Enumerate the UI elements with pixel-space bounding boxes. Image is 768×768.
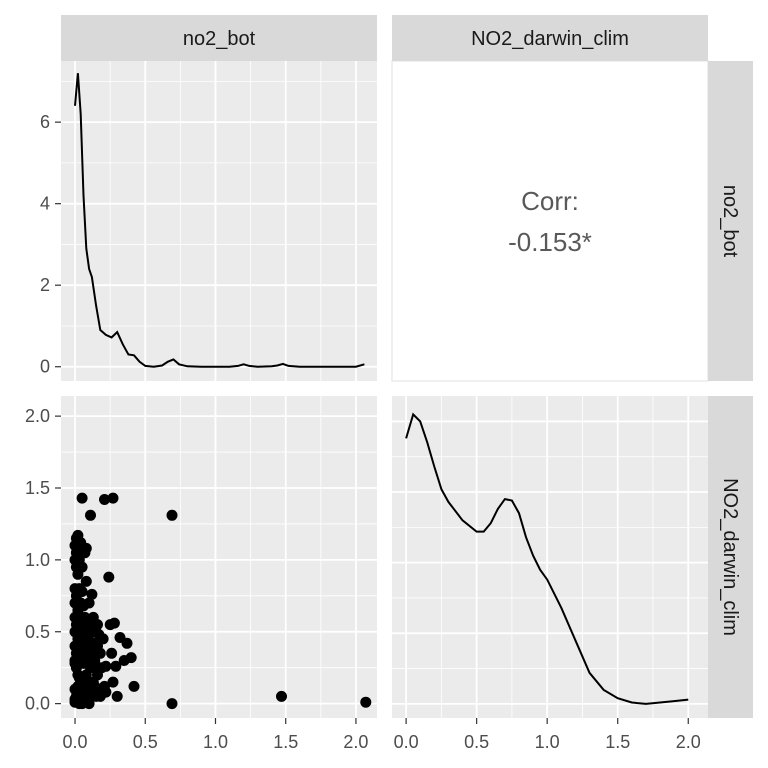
gridlines: [392, 396, 708, 718]
x-tick-label: 0.5: [464, 732, 489, 752]
scatter-point: [94, 647, 106, 659]
scatter-point: [99, 494, 110, 505]
scatter-point: [121, 637, 133, 649]
panel-background: [391, 60, 709, 382]
panel-background: [392, 396, 708, 718]
scatter-point: [111, 690, 123, 702]
scatter-point: [80, 575, 92, 587]
correlation-value: -0.153*: [508, 227, 592, 257]
panel-background: [61, 61, 377, 381]
scatter-point: [125, 652, 137, 664]
scatter-point: [100, 660, 112, 672]
scatter-point: [92, 619, 103, 631]
scatter-point: [128, 680, 140, 692]
strip-background: [708, 61, 753, 381]
x-axis-no2-darwin-clim: 0.0 0.5 1.0 1.5 2.0: [394, 718, 701, 752]
scatter-point: [85, 509, 96, 521]
strip-top-no2-darwin-clim: NO2_darwin_clim: [392, 15, 708, 61]
y-tick-label: 4: [40, 194, 50, 214]
y-tick-label: 0.0: [25, 694, 50, 714]
strip-right-no2-darwin-clim: NO2_darwin_clim: [708, 396, 753, 718]
x-tick-label: 2.0: [676, 732, 701, 752]
scatter-point: [107, 492, 119, 504]
x-tick-label: 1.5: [273, 732, 298, 752]
scatter-point: [83, 597, 95, 609]
strip-label: NO2_darwin_clim: [719, 478, 741, 636]
scatter-point: [276, 690, 287, 702]
strip-label: no2_bot: [719, 185, 741, 258]
scatter-point: [166, 509, 178, 521]
strip-background: [708, 396, 753, 718]
scatter-point: [100, 686, 112, 698]
scatter-point: [166, 698, 178, 710]
scatter-point: [86, 588, 98, 600]
y-tick-label: 2.0: [25, 406, 50, 426]
scatter-point: [76, 492, 88, 504]
scatter-point: [76, 698, 88, 710]
correlation-label: Corr:: [521, 186, 579, 216]
x-tick-label: 1.0: [535, 732, 560, 752]
x-tick-label: 0.5: [133, 732, 158, 752]
panel-density-no2-bot: [61, 61, 377, 381]
x-tick-label: 1.0: [203, 732, 228, 752]
scatter-point: [107, 676, 119, 688]
y-tick-label: 6: [40, 112, 50, 132]
y-tick-label: 1.0: [25, 550, 50, 570]
panel-correlation: Corr: -0.153*: [391, 60, 709, 382]
y-axis-no2-darwin-clim: 0.0 0.5 1.0 1.5 2.0: [25, 406, 61, 714]
panel-scatter: [61, 396, 377, 718]
x-tick-label: 2.0: [343, 732, 368, 752]
scatter-point: [80, 542, 92, 554]
scatter-point: [110, 660, 122, 672]
strip-background: [392, 15, 708, 61]
strip-label: no2_bot: [183, 28, 256, 50]
y-tick-label: 1.5: [25, 478, 50, 498]
scatter-point: [103, 571, 115, 583]
scatter-point: [97, 633, 109, 645]
scatter-points: [69, 492, 372, 710]
scatter-point: [108, 617, 120, 629]
x-axis-no2-bot: 0.0 0.5 1.0 1.5 2.0: [63, 718, 368, 752]
strip-label: NO2_darwin_clim: [471, 28, 629, 50]
scatter-point: [360, 696, 372, 708]
strip-background: [61, 15, 377, 61]
y-tick-label: 2: [40, 275, 50, 295]
strip-right-no2-bot: no2_bot: [708, 61, 753, 381]
x-tick-label: 0.0: [63, 732, 88, 752]
density-line-no2-darwin-clim: [405, 412, 689, 705]
x-tick-label: 1.5: [605, 732, 630, 752]
density-line-no2-bot: [74, 73, 365, 368]
scatter-point: [76, 561, 88, 573]
y-axis-density: 0 2 4 6: [40, 112, 61, 377]
panel-density-no2-darwin-clim: [392, 396, 708, 718]
strip-top-no2-bot: no2_bot: [61, 15, 377, 61]
x-tick-label: 0.0: [394, 732, 419, 752]
y-tick-label: 0: [40, 357, 50, 377]
y-tick-label: 0.5: [25, 622, 50, 642]
scatter-point: [106, 647, 118, 659]
scatter-point: [76, 586, 88, 597]
